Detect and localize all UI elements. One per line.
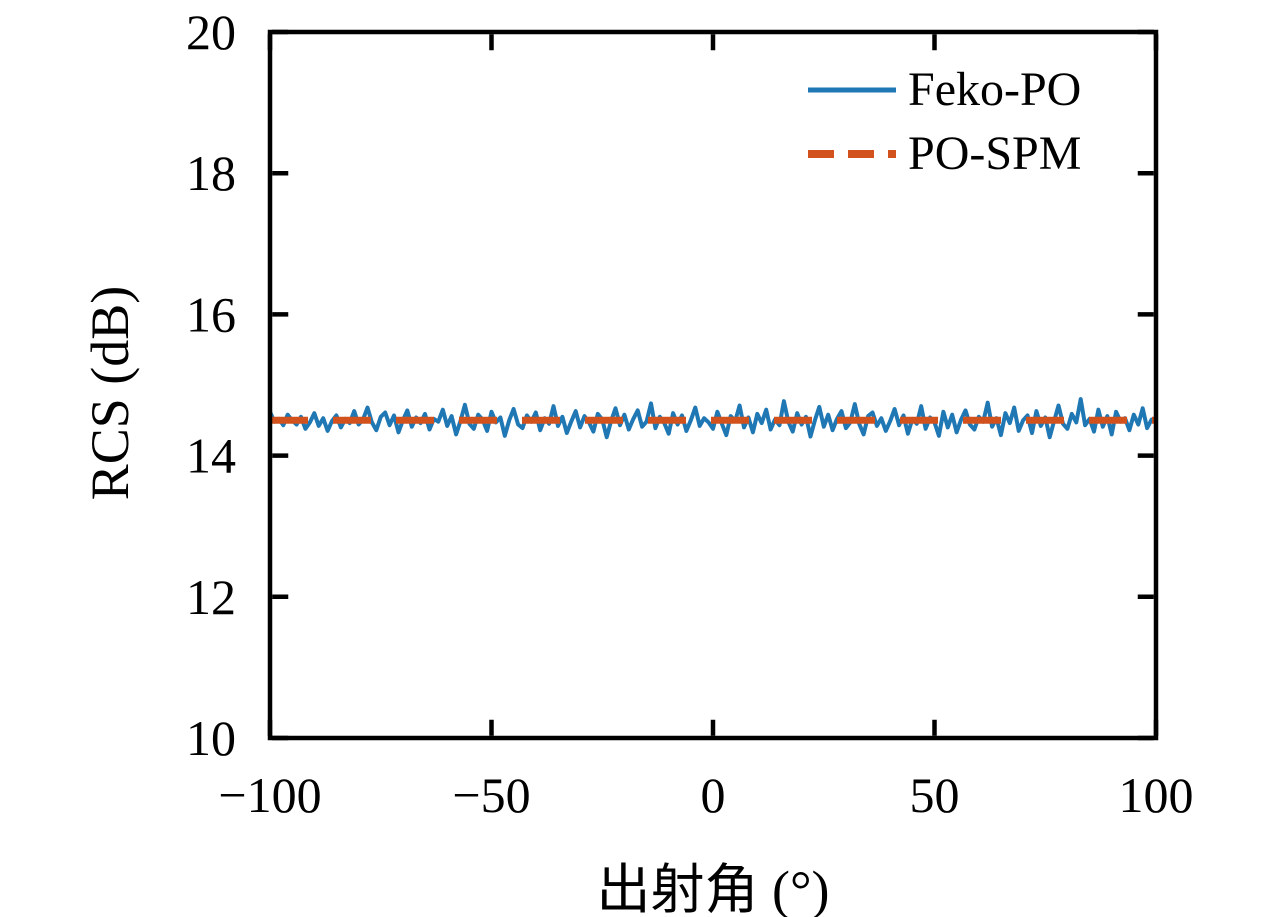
legend-item-po-spm: PO-SPM bbox=[806, 122, 1081, 186]
plot-border bbox=[267, 29, 1159, 741]
x-tick-label: 50 bbox=[910, 767, 960, 823]
x-axis-label: 出射角 (°) bbox=[596, 860, 830, 917]
x-tick-label: −50 bbox=[452, 767, 530, 823]
dashed-line-icon bbox=[808, 150, 896, 158]
y-tick-label: 12 bbox=[186, 569, 236, 625]
legend-label: PO-SPM bbox=[908, 127, 1082, 180]
y-tick-label: 16 bbox=[186, 286, 236, 342]
x-tick-label: −100 bbox=[218, 767, 321, 823]
legend-item-feko-po: Feko-PO bbox=[806, 58, 1081, 122]
legend: Feko-PO PO-SPM bbox=[806, 58, 1081, 186]
x-tick-label: 0 bbox=[701, 767, 726, 823]
y-tick-label: 10 bbox=[186, 710, 236, 766]
y-tick-label: 14 bbox=[186, 428, 236, 484]
x-tick-label: 100 bbox=[1119, 767, 1194, 823]
y-axis-label: RCS (dB) bbox=[80, 285, 140, 501]
solid-line-icon bbox=[808, 87, 896, 93]
legend-label: Feko-PO bbox=[908, 63, 1082, 116]
y-tick-label: 20 bbox=[186, 4, 236, 60]
y-tick-label: 18 bbox=[186, 145, 236, 201]
